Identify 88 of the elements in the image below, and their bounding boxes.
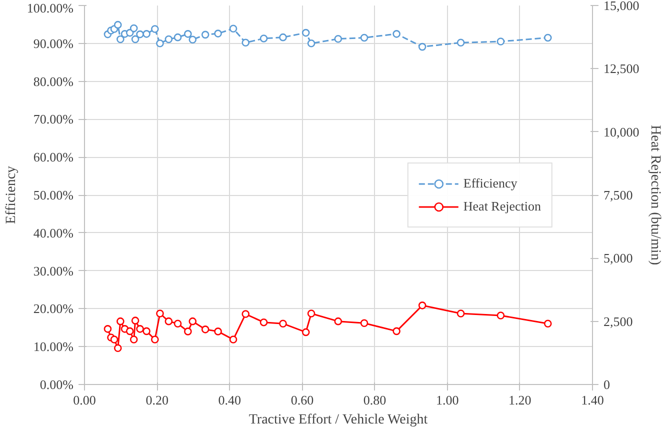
- y-tick-label: 30.00%: [33, 263, 74, 278]
- y-axis-title: Efficiency: [4, 166, 19, 224]
- point: [392, 30, 400, 38]
- point: [456, 310, 465, 318]
- point: [242, 38, 250, 47]
- point: [307, 40, 316, 48]
- point: [334, 34, 342, 43]
- point: [302, 28, 310, 37]
- y2-tick-label: 5,000: [604, 250, 633, 266]
- point: [496, 312, 505, 320]
- y-tick-label: 80.00%: [33, 74, 74, 89]
- point: [456, 38, 465, 47]
- point: [116, 35, 124, 44]
- point: [130, 336, 138, 344]
- y2-tick-label: 7,500: [604, 188, 633, 202]
- point: [131, 35, 140, 44]
- point: [418, 302, 426, 310]
- x-tick-label: 1.20: [508, 392, 532, 408]
- x-tick-label: 1.40: [581, 392, 604, 408]
- x-tick-label: 0.60: [290, 392, 314, 408]
- point: [242, 310, 250, 318]
- point: [307, 310, 316, 318]
- y-tick-label: 100.00%: [26, 0, 74, 16]
- point: [136, 30, 144, 38]
- point: [126, 327, 134, 336]
- point: [260, 318, 268, 326]
- y-tick-label: 0.00%: [40, 377, 74, 392]
- x-tick-label: 0.40: [218, 392, 242, 408]
- point: [229, 24, 238, 33]
- y-tick-label: 40.00%: [33, 225, 74, 240]
- point: [164, 35, 173, 44]
- point: [130, 24, 138, 32]
- y2-axis-title: Heat Rejection (btu/min): [647, 125, 662, 266]
- point: [104, 325, 112, 333]
- point: [188, 36, 197, 44]
- y-tick-label: 10.00%: [33, 339, 74, 354]
- point: [260, 34, 268, 42]
- point: [279, 33, 287, 42]
- point: [156, 40, 164, 48]
- point: [418, 42, 426, 51]
- point: [114, 20, 122, 29]
- point: [201, 326, 210, 334]
- y2-tick-label: 0: [604, 377, 610, 392]
- y-tick-label: 50.00%: [33, 188, 74, 202]
- legend-label: Heat Rejection: [463, 198, 541, 214]
- point: [142, 327, 150, 336]
- point: [279, 320, 287, 328]
- point: [360, 34, 368, 42]
- point: [201, 30, 210, 39]
- point: [184, 30, 192, 38]
- point: [334, 317, 342, 326]
- point: [544, 320, 552, 328]
- point: [302, 328, 310, 336]
- point: [150, 25, 159, 33]
- point: [114, 344, 122, 352]
- point: [229, 336, 238, 344]
- y2-tick-label: 2,500: [604, 314, 633, 329]
- point: [496, 38, 505, 46]
- point: [392, 327, 400, 336]
- point: [544, 34, 552, 42]
- x-tick-label: 1.00: [436, 392, 459, 408]
- y2-tick-label: 12,500: [604, 61, 640, 76]
- x-tick-label: 0.00: [73, 392, 96, 408]
- x-axis-title: Tractive Effort / Vehicle Weight: [248, 412, 428, 428]
- y-tick-label: 20.00%: [33, 301, 74, 316]
- x-tick-label: 0.20: [146, 392, 168, 408]
- point: [184, 328, 192, 336]
- y-tick-label: 60.00%: [33, 150, 74, 165]
- point: [131, 316, 140, 324]
- point: [142, 30, 150, 38]
- y2-tick-label: 15,000: [604, 0, 640, 13]
- point: [110, 336, 118, 344]
- point: [174, 33, 182, 42]
- point: [214, 328, 222, 336]
- legend-label: Efficiency: [463, 175, 518, 191]
- point: [116, 317, 124, 326]
- point: [188, 317, 197, 326]
- point: [164, 317, 173, 326]
- point: [174, 320, 182, 328]
- point: [360, 319, 368, 327]
- point: [156, 310, 164, 318]
- y2-tick-label: 10,000: [604, 124, 640, 140]
- y-tick-label: 90.00%: [33, 36, 74, 51]
- point: [150, 336, 159, 344]
- point: [136, 325, 144, 333]
- x-tick-label: 0.80: [363, 392, 386, 408]
- point: [214, 30, 222, 38]
- y-tick-label: 70.00%: [33, 112, 74, 127]
